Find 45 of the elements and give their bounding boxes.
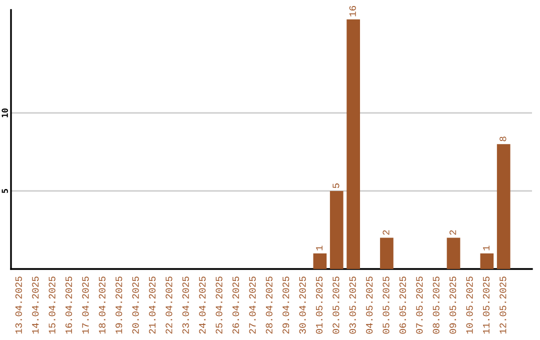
x-tick-label: 15.04.2025 [48,276,56,334]
x-tick-label: 06.05.2025 [399,276,406,334]
x-tick-label: 28.04.2025 [266,276,272,334]
data-label: 2 [382,230,390,235]
x-tick-label: 30.04.2025 [299,276,306,334]
data-label: 1 [316,246,322,250]
y-tick-label: 10 [2,108,8,118]
x-tick-label: 21.04.2025 [148,276,156,334]
bar [313,253,327,269]
x-tick-label: 25.04.2025 [216,276,222,334]
data-label: 5 [332,183,340,188]
bar [446,238,460,269]
x-tick-label: 01.05.2025 [316,276,323,334]
x-tick-label: 16.04.2025 [65,276,72,334]
x-tick-label: 13.04.2025 [15,276,22,334]
x-tick-label: 04.05.2025 [366,276,373,334]
x-tick-label: 12.05.2025 [500,276,506,334]
bar [346,19,360,269]
x-tick-label: 23.04.2025 [182,276,189,334]
x-tick-label: 03.05.2025 [349,276,356,334]
x-tick-label: 14.04.2025 [32,276,39,334]
x-tick-label: 09.05.2025 [450,276,456,334]
data-label: 8 [500,136,506,142]
bar [380,238,394,269]
x-tick-label: 22.04.2025 [166,276,172,334]
x-tick-label: 20.04.2025 [132,276,139,334]
x-tick-label: 29.04.2025 [282,276,290,334]
bar [480,253,494,269]
x-tick-label: 26.04.2025 [232,276,240,334]
x-tick-label: 02.05.2025 [332,276,340,334]
bar [330,190,344,269]
x-tick-label: 17.04.2025 [82,276,89,334]
x-tick-label: 08.05.2025 [432,276,440,334]
x-tick-label: 07.05.2025 [416,276,423,334]
data-label: 16 [349,6,356,16]
x-tick-label: 11.05.2025 [482,276,490,334]
x-tick-label: 19.04.2025 [116,276,122,334]
x-tick-label: 10.05.2025 [466,276,473,334]
x-tick-label: 24.04.2025 [199,276,206,334]
x-tick-label: 27.04.2025 [249,276,256,334]
data-label: 1 [483,246,490,250]
data-label: 2 [450,230,456,235]
x-tick-label: 18.04.2025 [98,276,106,334]
x-tick-label: 05.05.2025 [382,276,390,334]
bar [496,144,510,269]
